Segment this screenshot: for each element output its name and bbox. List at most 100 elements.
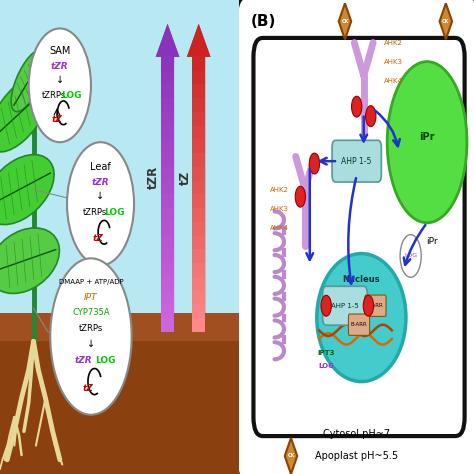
Text: AHK2: AHK2 <box>270 187 289 192</box>
Bar <box>161 222 174 236</box>
Ellipse shape <box>50 258 132 415</box>
Bar <box>161 208 174 222</box>
Bar <box>192 153 205 167</box>
Text: AHK2: AHK2 <box>383 40 402 46</box>
Polygon shape <box>156 24 179 57</box>
Bar <box>192 236 205 249</box>
Text: tZ: tZ <box>93 235 103 243</box>
Text: tZRPs: tZRPs <box>42 91 66 100</box>
Bar <box>192 98 205 112</box>
Bar <box>161 84 174 98</box>
FancyBboxPatch shape <box>235 0 474 474</box>
Bar <box>192 291 205 304</box>
Bar <box>161 112 174 126</box>
Text: tZ: tZ <box>52 115 63 124</box>
Text: ↓: ↓ <box>56 74 64 85</box>
Bar <box>161 139 174 153</box>
Polygon shape <box>187 24 210 332</box>
Bar <box>192 277 205 291</box>
Text: ↓: ↓ <box>97 191 105 201</box>
Bar <box>0 313 239 341</box>
Text: tZR: tZR <box>75 356 92 365</box>
Text: AHP 1-5: AHP 1-5 <box>331 303 359 309</box>
Bar <box>161 318 174 332</box>
Text: CK: CK <box>341 19 348 24</box>
Text: Cytosol pH~7: Cytosol pH~7 <box>323 428 390 439</box>
Bar <box>192 222 205 236</box>
Text: LOG: LOG <box>62 91 82 100</box>
Text: tZR: tZR <box>51 62 69 71</box>
Text: tZ: tZ <box>178 171 191 185</box>
Circle shape <box>365 106 376 127</box>
Bar <box>161 277 174 291</box>
FancyBboxPatch shape <box>348 314 370 336</box>
Bar <box>161 126 174 139</box>
Bar <box>161 263 174 277</box>
Bar <box>192 263 205 277</box>
Bar <box>161 153 174 167</box>
Bar <box>192 194 205 208</box>
Text: AHK3: AHK3 <box>383 59 403 64</box>
Text: Nucleus: Nucleus <box>343 275 380 284</box>
Text: SAM: SAM <box>49 46 71 56</box>
Text: Leaf: Leaf <box>90 162 111 172</box>
FancyBboxPatch shape <box>254 38 465 436</box>
Bar <box>161 167 174 181</box>
Bar <box>192 84 205 98</box>
Text: DMAAP + ATP/ADP: DMAAP + ATP/ADP <box>59 279 123 285</box>
Text: CYP735A: CYP735A <box>72 309 110 317</box>
Text: B-ARR: B-ARR <box>351 322 367 327</box>
Text: iPr: iPr <box>419 132 435 143</box>
Ellipse shape <box>317 254 406 382</box>
Ellipse shape <box>0 228 59 293</box>
Text: Apoplast pH~5.5: Apoplast pH~5.5 <box>315 451 398 461</box>
Bar <box>192 57 205 71</box>
Text: tZRPs: tZRPs <box>82 208 107 217</box>
Text: tZR: tZR <box>147 166 160 190</box>
Text: IPT: IPT <box>84 293 98 302</box>
Ellipse shape <box>29 28 91 142</box>
Polygon shape <box>187 24 210 57</box>
Bar <box>161 291 174 304</box>
Text: LOG: LOG <box>404 254 417 258</box>
Bar <box>161 57 174 71</box>
Bar <box>192 126 205 139</box>
Polygon shape <box>439 3 452 39</box>
Bar <box>192 139 205 153</box>
Bar <box>0 332 239 474</box>
Bar <box>161 249 174 263</box>
FancyBboxPatch shape <box>365 295 386 317</box>
Text: LOG: LOG <box>318 363 334 369</box>
Bar <box>192 112 205 126</box>
Text: (B): (B) <box>251 14 276 29</box>
Polygon shape <box>285 438 297 474</box>
Circle shape <box>321 295 331 316</box>
Bar <box>192 71 205 84</box>
Text: LOG: LOG <box>104 208 124 217</box>
FancyBboxPatch shape <box>332 140 381 182</box>
Bar <box>192 181 205 194</box>
Bar <box>192 318 205 332</box>
Circle shape <box>295 186 306 207</box>
Text: CK: CK <box>287 454 295 458</box>
Text: ↓: ↓ <box>87 338 95 349</box>
Text: tZR: tZR <box>92 178 109 186</box>
Text: tZRPs: tZRPs <box>79 324 103 332</box>
Text: iPr: iPr <box>426 237 438 246</box>
Circle shape <box>363 295 374 316</box>
Bar <box>0 0 239 332</box>
Bar <box>192 208 205 222</box>
Ellipse shape <box>0 76 50 152</box>
Text: AHK4: AHK4 <box>270 225 289 230</box>
Circle shape <box>400 235 421 277</box>
Text: AHK3: AHK3 <box>270 206 289 211</box>
FancyBboxPatch shape <box>323 286 367 325</box>
Polygon shape <box>156 24 179 332</box>
Ellipse shape <box>11 50 46 111</box>
Bar <box>192 304 205 318</box>
Text: AHP 1-5: AHP 1-5 <box>341 157 372 165</box>
Circle shape <box>387 62 467 223</box>
Text: tZ: tZ <box>83 384 93 393</box>
Bar <box>161 181 174 194</box>
Bar <box>161 236 174 249</box>
